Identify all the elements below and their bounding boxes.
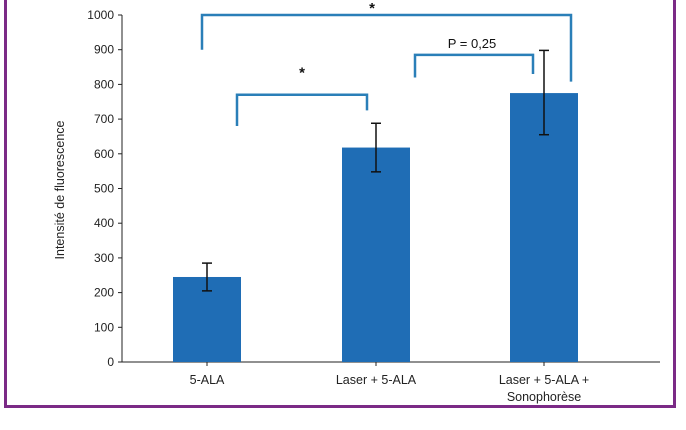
x-tick-label-2: Laser + 5-ALA + Sonophorèse — [499, 373, 589, 404]
y-tick-label-100: 100 — [94, 320, 114, 334]
y-tick-label-1000: 1000 — [87, 8, 114, 22]
y-tick-label-0: 0 — [107, 355, 114, 369]
y-tick-label-900: 900 — [94, 43, 114, 57]
y-tick-label-700: 700 — [94, 112, 114, 126]
y-tick-label-400: 400 — [94, 216, 114, 230]
bar-1 — [342, 147, 410, 362]
y-tick-label-600: 600 — [94, 147, 114, 161]
x-tick-label-0: 5-ALA — [190, 373, 225, 387]
bracket-label-1: P = 0,25 — [448, 36, 497, 51]
significance-brackets: * P = 0,25 * — [200, 0, 573, 127]
x-tick-label-1: Laser + 5-ALA — [336, 373, 417, 387]
y-tick-label-800: 800 — [94, 77, 114, 91]
bracket-label-2: * — [369, 0, 375, 17]
bar-2 — [510, 93, 578, 362]
bracket-2 — [200, 13, 573, 82]
bracket-0 — [235, 93, 369, 127]
y-tick-label-200: 200 — [94, 286, 114, 300]
bracket-label-0: * — [299, 64, 305, 81]
y-axis-label: Intensité de fluorescence — [53, 120, 67, 259]
error-bars — [202, 49, 549, 292]
y-tick-label-500: 500 — [94, 182, 114, 196]
bracket-1 — [413, 53, 535, 78]
y-tick-label-300: 300 — [94, 251, 114, 265]
